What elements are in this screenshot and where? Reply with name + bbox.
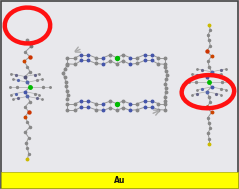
Bar bbox=[1, 172, 238, 188]
Text: Au: Au bbox=[114, 176, 125, 184]
